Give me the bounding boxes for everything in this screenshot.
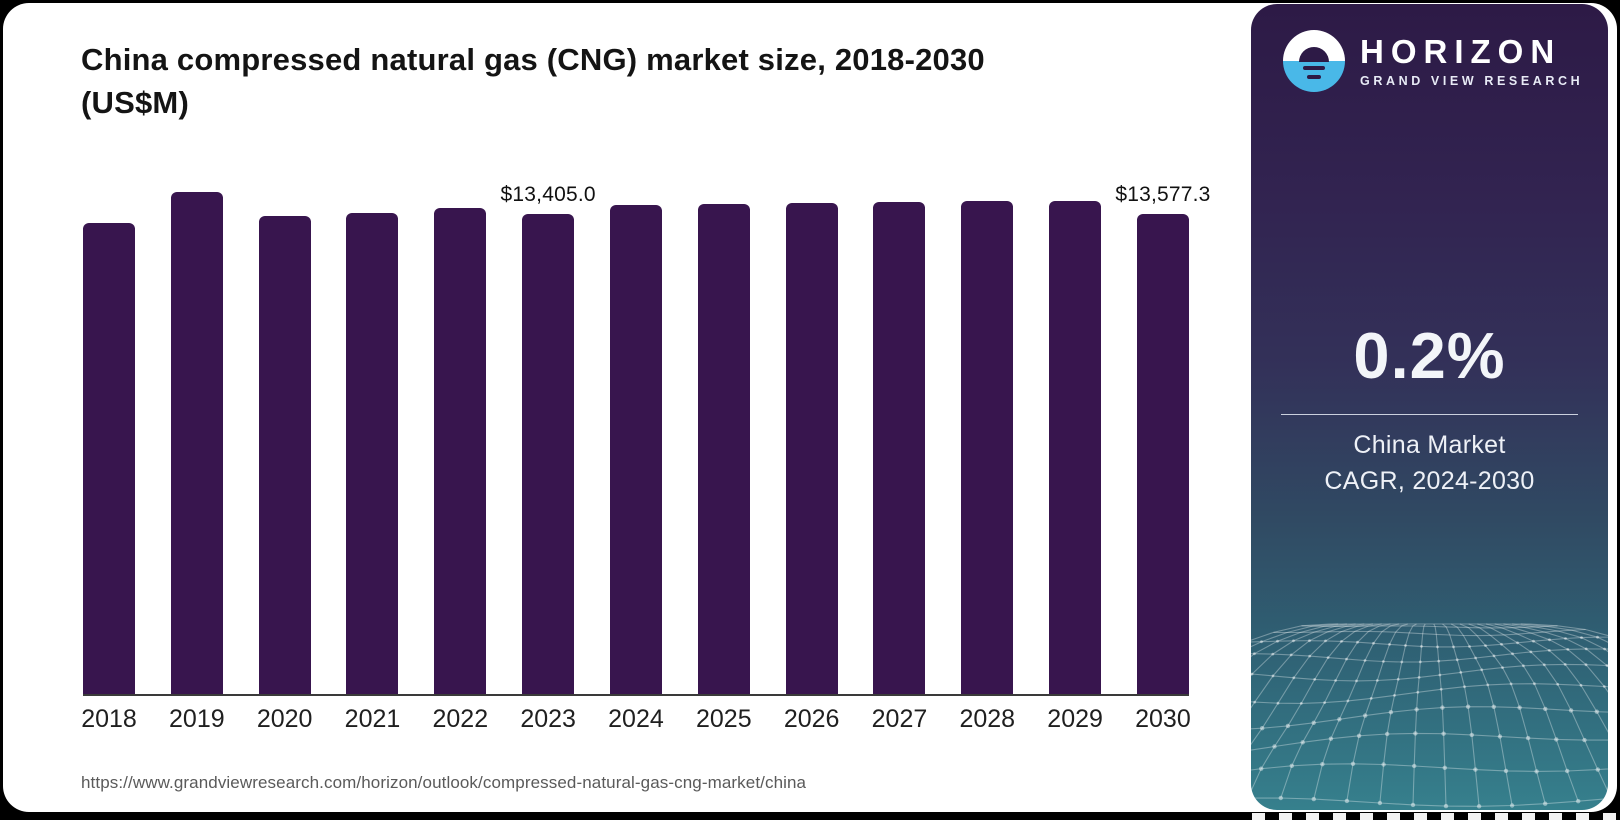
x-tick-text: 2026 [783, 705, 840, 733]
x-tick-label: 2018 [81, 705, 137, 734]
bar-2028 [961, 201, 1014, 694]
x-tick-label: 2025 [695, 705, 752, 734]
bar-column-2019 [170, 183, 223, 694]
x-tick-text: 2018 [81, 705, 137, 733]
x-tick-label: 2019 [169, 705, 225, 734]
x-tick-label: 2024 [608, 705, 664, 734]
x-tick-label: 2023 [520, 705, 576, 734]
x-tick-label: 2020 [256, 705, 313, 734]
title-line-1: China compressed natural gas (CNG) marke… [81, 42, 985, 77]
x-tick-label: 2029 [1047, 705, 1103, 734]
x-tick-text: 2022 [432, 705, 489, 733]
cagr-caption-line2: CAGR, 2024-2030 [1324, 466, 1535, 495]
x-axis-labels: 2018 2019 2020 2021 2022 2023 2024 2025 2026 2027… [81, 705, 1191, 734]
bar-value-label: $13,405.0 [500, 183, 596, 206]
cagr-value: 0.2% [1353, 319, 1506, 392]
title-line-2: (US$M) [81, 84, 189, 120]
bar-value-label: $13,577.3 [1115, 183, 1211, 206]
bar-column-2027 [873, 183, 926, 694]
bar-2024 [609, 205, 662, 694]
bar-2030 [1136, 214, 1189, 694]
bar-2029 [1049, 201, 1102, 694]
x-tick-text: 2021 [344, 705, 401, 733]
x-tick-text: 2029 [1047, 705, 1103, 733]
brand-name: HORIZON [1360, 32, 1562, 70]
bar-column-2022 [434, 183, 487, 694]
cagr-caption: China Market CAGR, 2024-2030 [1251, 428, 1608, 499]
cagr-caption-line1: China Market [1353, 431, 1506, 459]
brand-panel: HORIZON GRAND VIEW RESEARCH 0.2% China M… [1251, 4, 1608, 810]
bar-column-2024 [609, 183, 662, 694]
x-tick-text: 2027 [871, 705, 928, 733]
x-tick-label: 2022 [432, 705, 489, 734]
bar-2026 [785, 203, 838, 694]
sun-ray-line [1303, 65, 1325, 70]
x-tick-text: 2024 [608, 705, 664, 733]
bottom-dash-strip [1252, 813, 1620, 820]
x-tick-label: 2028 [959, 705, 1016, 734]
horizon-logo-icon [1283, 30, 1345, 92]
bar-2020 [258, 216, 311, 694]
bar-column-2029 [1049, 183, 1102, 694]
x-tick-text: 2025 [695, 705, 752, 733]
bar-column-2025 [697, 183, 750, 694]
logo-text: HORIZON GRAND VIEW RESEARCH [1360, 32, 1584, 89]
bar-column-2030: $13,577.3 [1115, 183, 1210, 694]
x-tick-label: 2030 [1135, 705, 1191, 734]
brand-subname: GRAND VIEW RESEARCH [1360, 74, 1584, 89]
source-url: https://www.grandviewresearch.com/horizo… [81, 773, 807, 792]
x-tick-text: 2030 [1135, 705, 1191, 733]
bar-2019 [170, 192, 223, 694]
bar-chart: $13,405.0 $13,577.3 [83, 183, 1210, 696]
x-tick-label: 2027 [871, 705, 928, 734]
bar-column-2018 [83, 183, 135, 694]
bar-column-2028 [961, 183, 1014, 694]
bar-column-2026 [785, 183, 838, 694]
bar-column-2020 [258, 183, 311, 694]
x-tick-text: 2020 [256, 705, 313, 733]
sun-icon [1299, 46, 1329, 62]
bar-column-2023: $13,405.0 [501, 183, 596, 694]
divider [1281, 414, 1578, 415]
logo: HORIZON GRAND VIEW RESEARCH [1283, 30, 1583, 92]
x-tick-label: 2021 [344, 705, 401, 734]
x-tick-text: 2028 [959, 705, 1016, 733]
x-tick-label: 2026 [783, 705, 840, 734]
bar-2021 [346, 213, 399, 694]
x-tick-text: 2023 [520, 705, 576, 733]
bar-2018 [83, 223, 135, 694]
sun-ray-line [1307, 74, 1321, 79]
x-tick-text: 2019 [169, 705, 225, 733]
bar-column-2021 [346, 183, 399, 694]
bar-2022 [434, 208, 487, 694]
bar-2025 [697, 204, 750, 694]
mesh-graphic [1251, 623, 1608, 809]
page-title: China compressed natural gas (CNG) marke… [81, 39, 1201, 125]
bars: $13,405.0 $13,577.3 [83, 183, 1210, 696]
bar-2027 [873, 202, 926, 694]
bar-2023 [522, 214, 575, 694]
